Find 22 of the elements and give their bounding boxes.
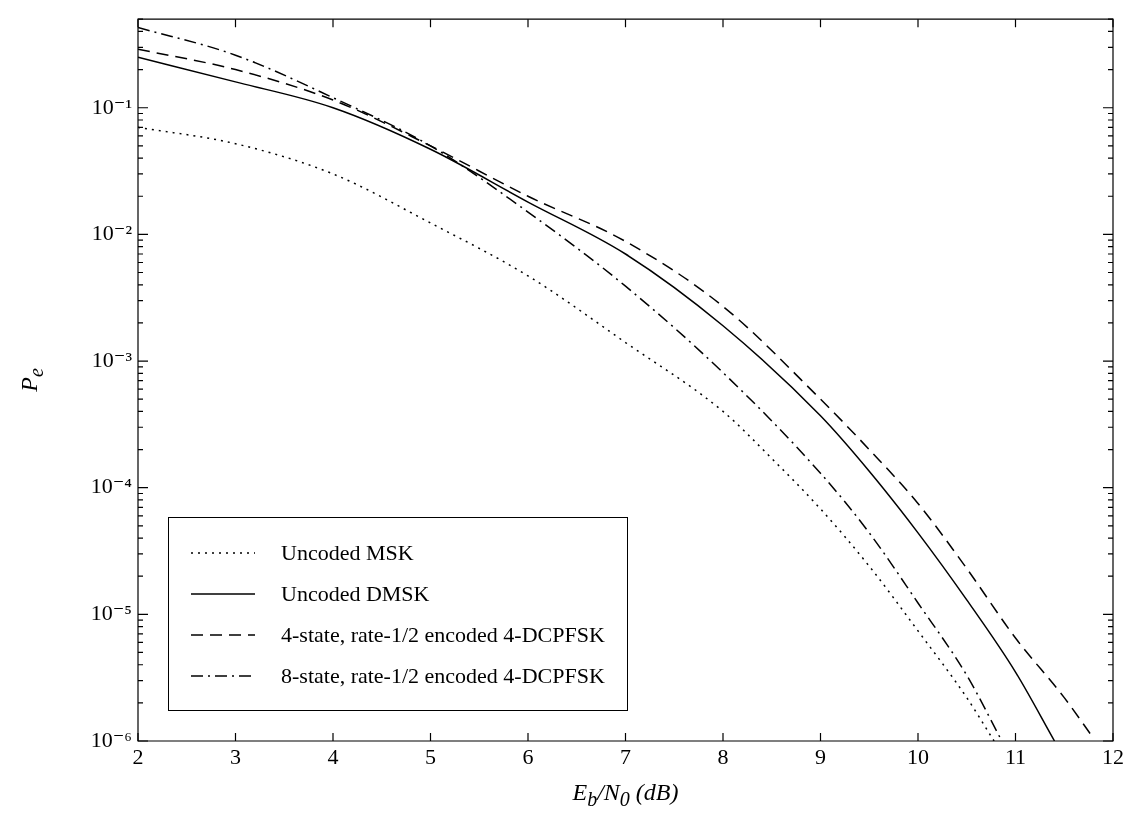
x-tick-label: 11 xyxy=(1004,743,1027,769)
x-tick-label: 10 xyxy=(907,743,929,769)
x-tick-label: 2 xyxy=(132,743,144,769)
legend-label: Uncoded DMSK xyxy=(281,580,430,607)
x-tick-label: 5 xyxy=(425,743,436,769)
x-tick-label: 6 xyxy=(522,743,534,769)
legend-label: 8-state, rate-1/2 encoded 4-DCPFSK xyxy=(281,662,605,689)
y-tick-label: 10⁻¹ xyxy=(91,93,132,119)
y-tick-label: 10⁻⁶ xyxy=(90,726,132,752)
x-tick-label: 4 xyxy=(327,743,339,769)
x-tick-label: 8 xyxy=(717,743,729,769)
y-tick-label: 10⁻⁴ xyxy=(90,473,133,499)
y-tick-label: 10⁻² xyxy=(91,220,133,246)
y-tick-label: 10⁻³ xyxy=(91,346,133,372)
y-tick-label: 10⁻⁵ xyxy=(90,600,132,626)
x-tick-label: 9 xyxy=(815,743,826,769)
legend-label: Uncoded MSK xyxy=(281,539,414,566)
legend-label: 4-state, rate-1/2 encoded 4-DCPFSK xyxy=(281,621,605,648)
x-tick-label: 3 xyxy=(230,743,241,769)
x-axis-title: E$_{b}$/N$_{0}$ (dB) xyxy=(572,779,679,811)
x-tick-label: 12 xyxy=(1102,743,1124,769)
x-tick-label: 7 xyxy=(620,743,631,769)
